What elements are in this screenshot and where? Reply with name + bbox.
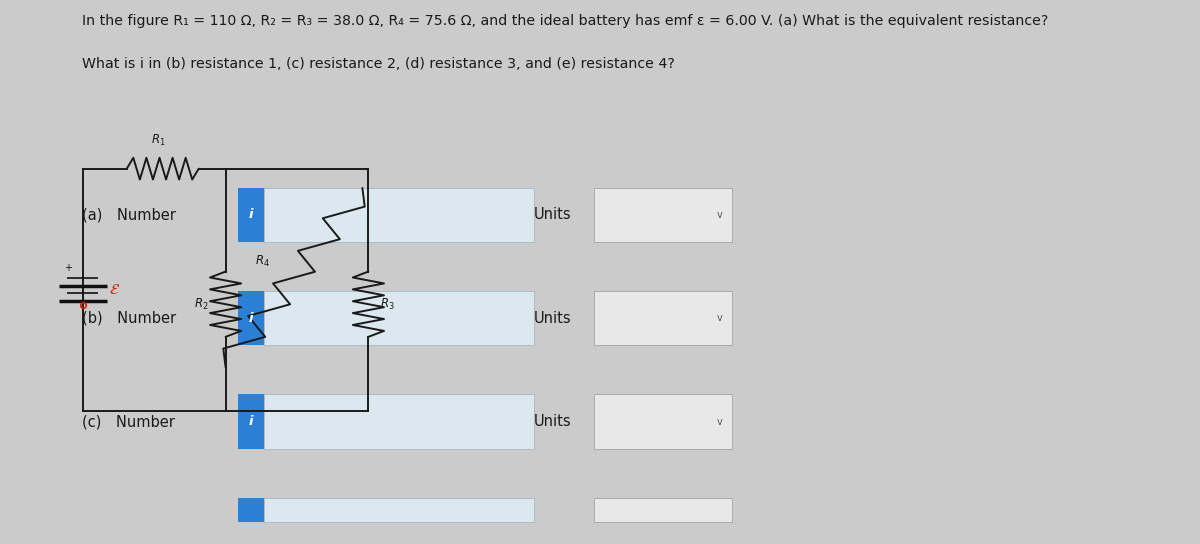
Text: $\mathcal{E}$: $\mathcal{E}$ bbox=[109, 282, 120, 297]
Text: +: + bbox=[65, 263, 72, 274]
FancyBboxPatch shape bbox=[238, 188, 264, 242]
FancyBboxPatch shape bbox=[238, 291, 264, 345]
FancyBboxPatch shape bbox=[238, 498, 264, 522]
FancyBboxPatch shape bbox=[264, 498, 534, 522]
Text: v: v bbox=[718, 313, 722, 323]
Text: What is i in (b) resistance 1, (c) resistance 2, (d) resistance 3, and (e) resis: What is i in (b) resistance 1, (c) resis… bbox=[82, 57, 674, 71]
Text: (c) Number: (c) Number bbox=[82, 414, 174, 429]
Text: In the figure R₁ = 110 Ω, R₂ = R₃ = 38.0 Ω, R₄ = 75.6 Ω, and the ideal battery h: In the figure R₁ = 110 Ω, R₂ = R₃ = 38.0… bbox=[82, 14, 1048, 28]
Text: $R_1$: $R_1$ bbox=[151, 133, 166, 148]
Text: v: v bbox=[718, 210, 722, 220]
FancyBboxPatch shape bbox=[594, 394, 732, 449]
FancyBboxPatch shape bbox=[594, 498, 732, 522]
FancyBboxPatch shape bbox=[264, 188, 534, 242]
Text: i: i bbox=[248, 208, 253, 221]
Text: $R_3$: $R_3$ bbox=[380, 296, 395, 312]
Text: $R_2$: $R_2$ bbox=[194, 296, 209, 312]
Text: (a) Number: (a) Number bbox=[82, 207, 175, 222]
Text: Units: Units bbox=[534, 311, 571, 326]
Text: Units: Units bbox=[534, 414, 571, 429]
Text: i: i bbox=[248, 312, 253, 325]
FancyBboxPatch shape bbox=[264, 394, 534, 449]
Text: i: i bbox=[248, 415, 253, 428]
Text: Units: Units bbox=[534, 207, 571, 222]
FancyBboxPatch shape bbox=[594, 188, 732, 242]
FancyBboxPatch shape bbox=[594, 291, 732, 345]
Text: $R_4$: $R_4$ bbox=[256, 254, 270, 269]
Text: (b) Number: (b) Number bbox=[82, 311, 175, 326]
Text: v: v bbox=[718, 417, 722, 426]
FancyBboxPatch shape bbox=[238, 394, 264, 449]
FancyBboxPatch shape bbox=[264, 291, 534, 345]
